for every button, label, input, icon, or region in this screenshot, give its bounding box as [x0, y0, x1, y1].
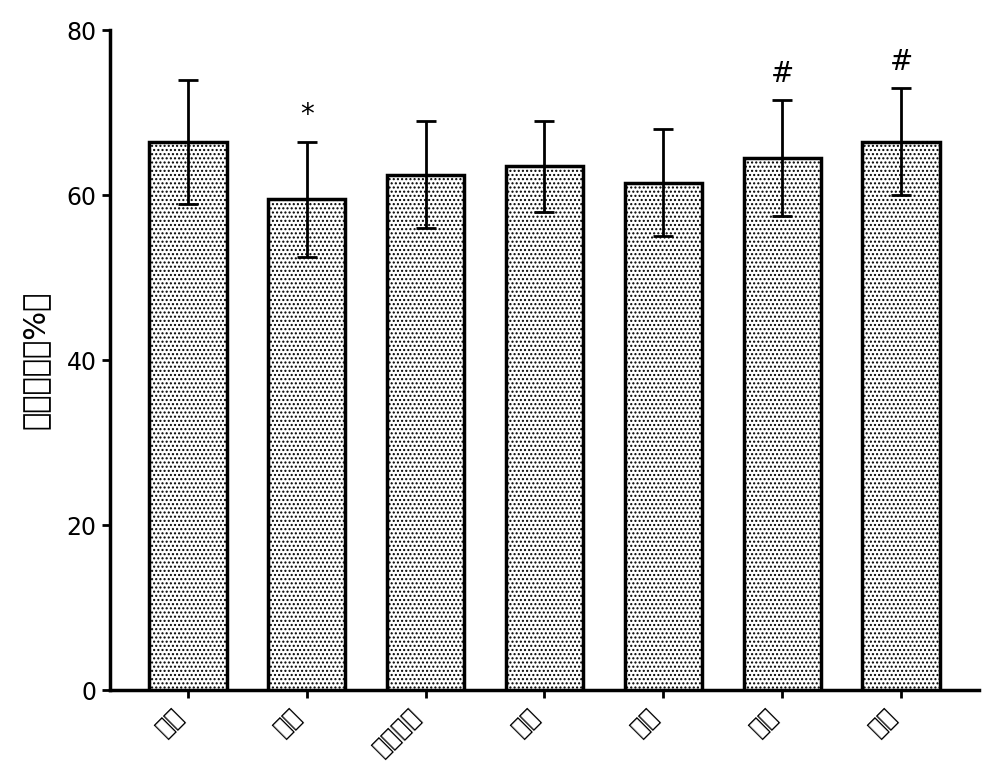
Bar	[744, 159, 821, 690]
Text: *: *	[300, 102, 314, 130]
Bar	[506, 166, 583, 690]
Bar	[625, 183, 702, 690]
Y-axis label: 肠推进率（%）: 肠推进率（%）	[21, 291, 50, 430]
Bar	[149, 141, 227, 690]
Text: #: #	[889, 48, 913, 76]
Bar	[387, 175, 464, 690]
Bar	[268, 199, 345, 690]
Text: #: #	[771, 60, 794, 88]
Bar	[862, 141, 940, 690]
